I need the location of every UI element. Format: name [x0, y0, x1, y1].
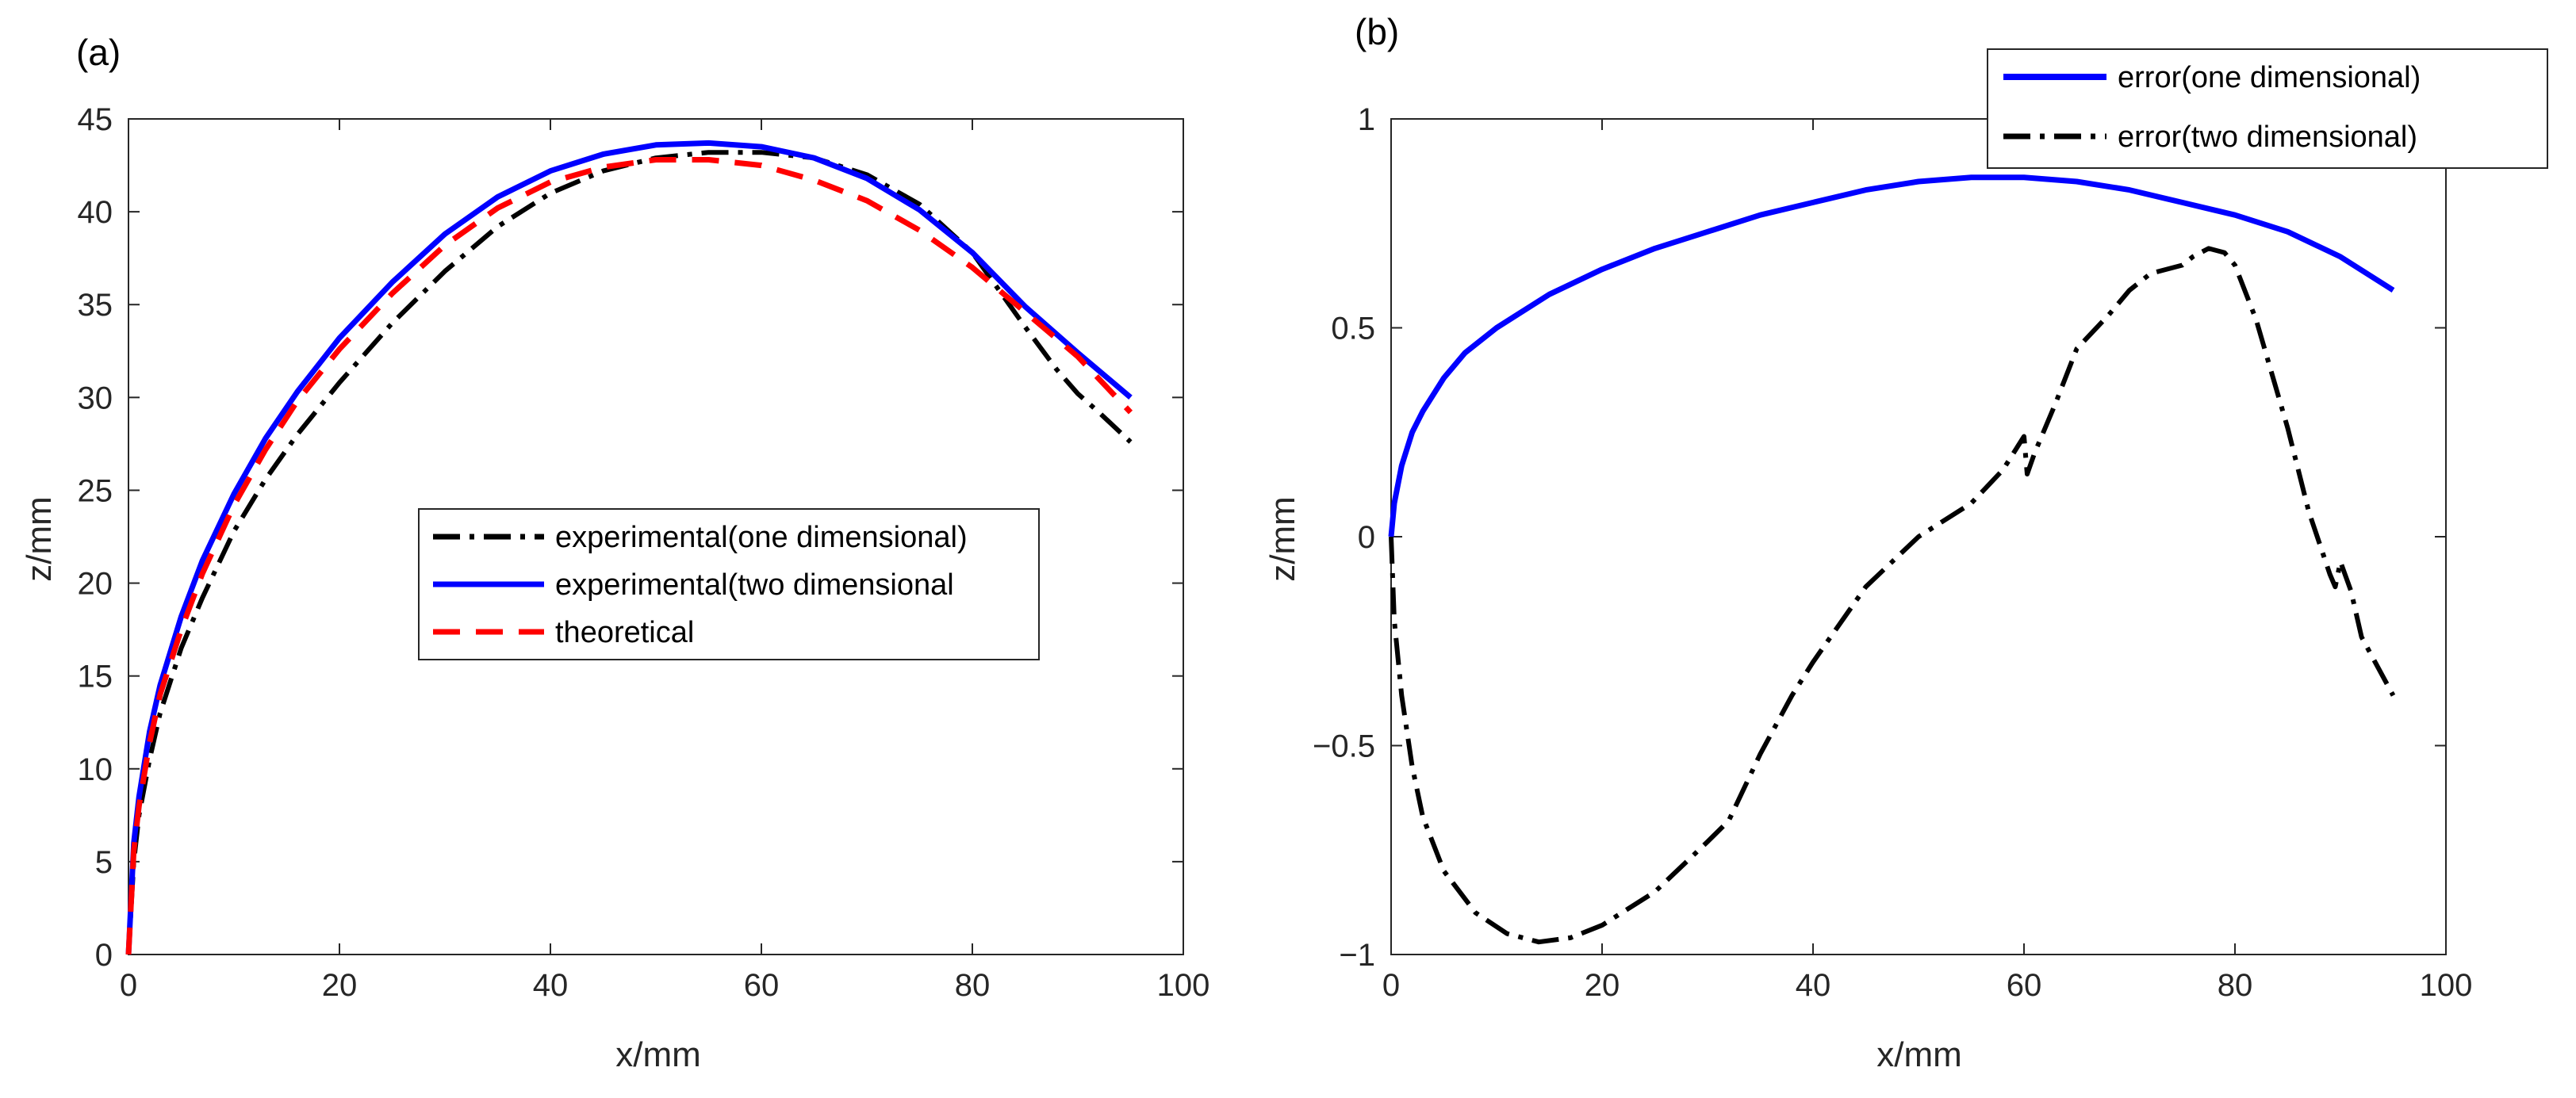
y-axis-label-a: z/mm	[20, 496, 59, 582]
x-tick-label-a-2: 40	[533, 968, 569, 1003]
series-line-b-0	[1388, 174, 2395, 538]
y-axis-label-b: z/mm	[1263, 496, 1302, 582]
legend-a-label-1: experimental(two dimensional	[555, 568, 954, 602]
series-line-a-1	[125, 140, 1133, 955]
x-tick-label-b-1: 20	[1585, 968, 1620, 1003]
x-tick-label-a-3: 60	[744, 968, 780, 1003]
series-line-a-0	[126, 150, 1133, 955]
x-axis-label-a: x/mm	[615, 1035, 701, 1074]
legend-b-label-0: error(one dimensional)	[2118, 61, 2421, 94]
x-tick-label-b-4: 80	[2218, 968, 2253, 1003]
x-axis-label-b: x/mm	[1876, 1035, 1962, 1074]
x-tick-label-b-3: 60	[2007, 968, 2042, 1003]
legend-a-label-0: experimental(one dimensional)	[555, 521, 968, 554]
x-tick-label-b-5: 100	[2420, 968, 2473, 1003]
y-tick-label-b-1: −0.5	[1313, 729, 1375, 764]
y-tick-label-b-2: 0	[1358, 520, 1375, 555]
legend-b-box	[1987, 48, 2548, 169]
y-tick-label-a-2: 10	[78, 752, 113, 787]
chart-b: 0 20 40 60 80 100 −1 −0.5 0 0.5 1	[1313, 102, 2472, 1003]
y-tick-label-a-5: 25	[78, 473, 113, 508]
series-line-a-2	[125, 157, 1133, 955]
y-tick-label-a-6: 30	[78, 381, 113, 415]
panel-label-b: (b)	[1355, 11, 1399, 52]
x-tick-label-a-5: 100	[1157, 968, 1210, 1003]
panel-label-a: (a)	[76, 32, 121, 73]
y-tick-label-b-3: 0.5	[1331, 312, 1375, 346]
legend-a: experimental(one dimensional) experiment…	[418, 508, 1040, 660]
legend-a-label-2: theoretical	[555, 616, 694, 649]
y-tick-label-a-9: 45	[78, 102, 113, 137]
chart-a: 0 20 40 60 80 100 0 5 10 15 20 25 30 35 40 45	[78, 102, 1210, 1003]
y-tick-label-a-3: 15	[78, 660, 113, 694]
y-tick-label-b-4: 1	[1358, 102, 1375, 137]
legend-b: error(one dimensional) error(two dimensi…	[1987, 48, 2548, 169]
x-tick-label-b-2: 40	[1796, 968, 1831, 1003]
y-tick-label-a-1: 5	[95, 845, 113, 880]
y-tick-label-a-7: 35	[78, 288, 113, 323]
y-tick-label-b-0: −1	[1339, 938, 1375, 973]
y-tick-label-a-8: 40	[78, 195, 113, 230]
series-line-b-1	[1389, 246, 2396, 945]
x-tick-label-a-1: 20	[322, 968, 358, 1003]
x-tick-label-a-4: 80	[955, 968, 991, 1003]
y-tick-label-a-4: 20	[78, 567, 113, 602]
legend-b-label-1: error(two dimensional)	[2118, 121, 2417, 154]
plot-area-a	[128, 118, 1184, 955]
y-tick-label-a-0: 0	[95, 938, 113, 973]
x-tick-label-b-0: 0	[1382, 968, 1400, 1003]
x-tick-label-a-0: 0	[120, 968, 137, 1003]
